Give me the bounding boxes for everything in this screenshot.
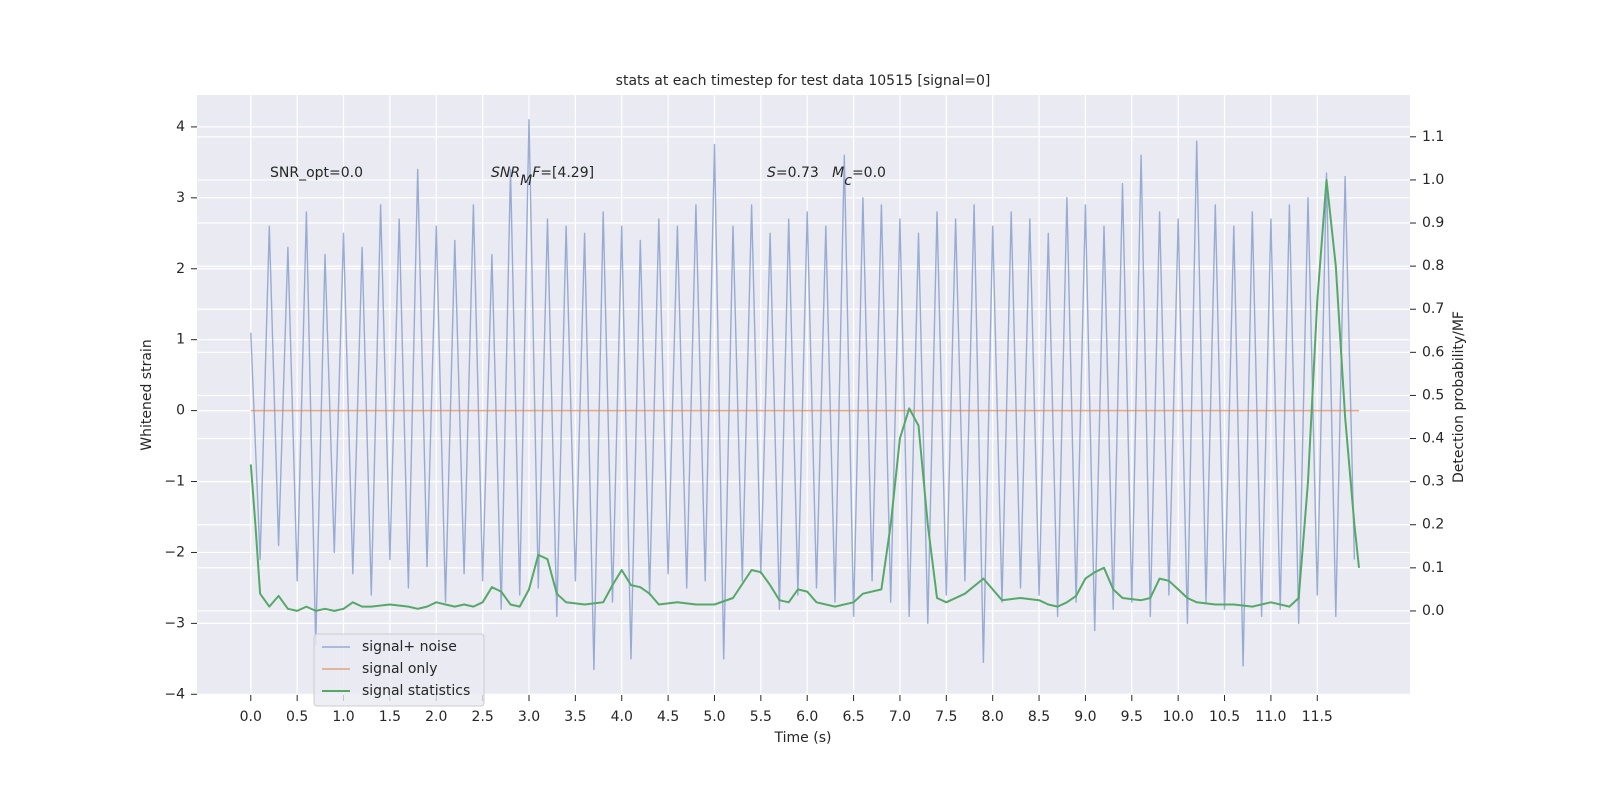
y-tick-label: −2 bbox=[164, 544, 185, 560]
y2-tick-label: 0.3 bbox=[1422, 474, 1444, 490]
y-axis-label: Whitened strain bbox=[139, 339, 155, 450]
x-axis-label: Time (s) bbox=[774, 730, 832, 746]
y2-axis-label: Detection probability/MF bbox=[1451, 311, 1467, 483]
x-tick-label: 0.0 bbox=[240, 709, 262, 725]
x-tick-label: 4.5 bbox=[657, 709, 679, 725]
y-tick-label: 4 bbox=[176, 119, 185, 135]
x-tick-label: 6.0 bbox=[796, 709, 818, 725]
x-tick-label: 9.5 bbox=[1121, 709, 1143, 725]
x-tick-label: 9.0 bbox=[1074, 709, 1096, 725]
annotation: SNR_opt=0.0 bbox=[270, 165, 363, 181]
y2-tick-label: 0.0 bbox=[1422, 603, 1444, 619]
y2-tick-label: 0.9 bbox=[1422, 215, 1444, 231]
y2-tick-label: 0.2 bbox=[1422, 517, 1444, 533]
y-tick-label: −3 bbox=[164, 615, 185, 631]
chart-title: stats at each timestep for test data 105… bbox=[616, 73, 991, 89]
y2-tick-label: 0.5 bbox=[1422, 387, 1444, 403]
y-tick-label: 2 bbox=[176, 261, 185, 277]
x-tick-label: 7.0 bbox=[889, 709, 911, 725]
annotations: SNR_opt=0.0 SNRMF=[4.29] S=0.73 Mc=0.0 bbox=[270, 165, 886, 189]
y2-tick-label: 0.6 bbox=[1422, 344, 1444, 360]
legend-box bbox=[313, 633, 485, 707]
y-tick-label: 0 bbox=[176, 403, 185, 419]
x-tick-label: 8.5 bbox=[1028, 709, 1050, 725]
annotation-part: SNR bbox=[491, 165, 520, 181]
annotation-part: =[4.29] bbox=[540, 165, 594, 181]
y2-tick-label: 0.1 bbox=[1422, 560, 1444, 576]
y-tick-label: 3 bbox=[176, 190, 185, 206]
annotation-part: =0.0 bbox=[852, 165, 886, 181]
y-tick-label: −4 bbox=[164, 686, 185, 702]
annotation-part: c bbox=[844, 173, 852, 189]
y2-tick-label: 1.0 bbox=[1422, 172, 1444, 188]
annotation-part: SNR_opt=0.0 bbox=[270, 165, 363, 181]
x-tick-label: 0.5 bbox=[286, 709, 308, 725]
series-line bbox=[250, 119, 1356, 671]
legend-label: signal only bbox=[362, 661, 437, 677]
x-tick-label: 6.5 bbox=[842, 709, 864, 725]
annotation-part: S bbox=[767, 165, 776, 181]
x-tick-label: 4.0 bbox=[611, 709, 633, 725]
annotation-part: M bbox=[520, 173, 532, 189]
y2-tick-label: 1.1 bbox=[1422, 129, 1444, 145]
data bbox=[249, 119, 1360, 671]
x-tick-label: 10.5 bbox=[1209, 709, 1240, 725]
y2-tick-label: 0.7 bbox=[1422, 301, 1444, 317]
x-tick-label: 5.0 bbox=[703, 709, 725, 725]
y-tick-label: 1 bbox=[176, 332, 185, 348]
series-line bbox=[249, 178, 1360, 612]
x-tick-label: 1.5 bbox=[379, 709, 401, 725]
annotation-part: M bbox=[832, 165, 844, 181]
annotation: S=0.73 Mc=0.0 bbox=[767, 165, 886, 189]
legend-label: signal statistics bbox=[362, 683, 470, 699]
annotation: SNRMF=[4.29] bbox=[491, 165, 594, 189]
x-tick-label: 1.0 bbox=[332, 709, 354, 725]
x-tick-label: 3.0 bbox=[518, 709, 540, 725]
x-tick-label: 7.5 bbox=[935, 709, 957, 725]
x-tick-label: 5.5 bbox=[750, 709, 772, 725]
legend-label: signal+ noise bbox=[362, 639, 457, 655]
x-tick-label: 2.0 bbox=[425, 709, 447, 725]
annotation-part: =0.73 bbox=[776, 165, 832, 181]
y-tick-label: −1 bbox=[164, 474, 185, 490]
legend: signal+ noise signal only signal statistic… bbox=[313, 633, 485, 707]
x-tick-label: 2.5 bbox=[471, 709, 493, 725]
x-tick-label: 3.5 bbox=[564, 709, 586, 725]
y2-tick-label: 0.8 bbox=[1422, 258, 1444, 274]
x-tick-label: 11.0 bbox=[1255, 709, 1286, 725]
x-tick-label: 10.0 bbox=[1163, 709, 1194, 725]
x-tick-label: 11.5 bbox=[1302, 709, 1333, 725]
x-tick-label: 8.0 bbox=[982, 709, 1004, 725]
annotation-part: F bbox=[532, 165, 541, 181]
y2-tick-label: 0.4 bbox=[1422, 431, 1444, 447]
